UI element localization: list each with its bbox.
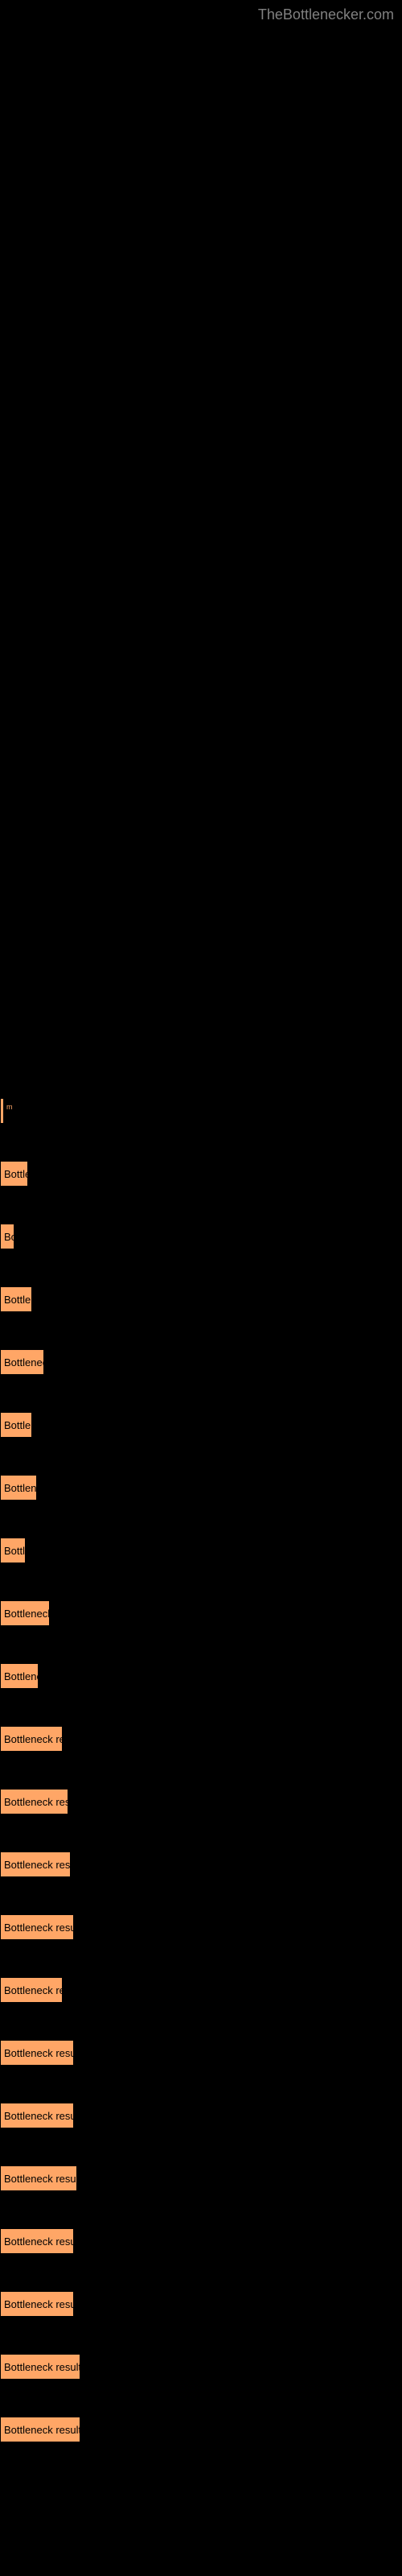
- bar-label-15: Bottleneck result: [4, 2047, 74, 2059]
- bar-row-2: Bo: [0, 1204, 402, 1267]
- bar-row-15: Bottleneck result: [0, 2021, 402, 2083]
- bar-label-3: Bottlene: [4, 1294, 32, 1306]
- bar-label-2: Bo: [4, 1231, 14, 1243]
- bar-row-21: Bottleneck result: [0, 2397, 402, 2460]
- bar-label-18: Bottleneck result: [4, 2235, 74, 2248]
- bar-label-21: Bottleneck result: [4, 2424, 80, 2436]
- bar-row-16: Bottleneck result: [0, 2083, 402, 2146]
- bar-10: Bottleneck resu: [0, 1726, 63, 1752]
- bar-row-8: Bottleneck r: [0, 1581, 402, 1644]
- bar-label-7: Bottle: [4, 1545, 26, 1557]
- bar-20: Bottleneck result: [0, 2354, 80, 2380]
- bar-label-9: Bottlene: [4, 1670, 39, 1682]
- bar-label-8: Bottleneck r: [4, 1608, 50, 1620]
- bar-8: Bottleneck r: [0, 1600, 50, 1626]
- bar-16: Bottleneck result: [0, 2103, 74, 2128]
- bar-row-0: m: [0, 1079, 402, 1141]
- bar-15: Bottleneck result: [0, 2040, 74, 2066]
- bar-label-0: m: [6, 1103, 13, 1111]
- bar-row-7: Bottle: [0, 1518, 402, 1581]
- bar-label-5: Bottlene: [4, 1419, 32, 1431]
- bar-chart: m Bottler Bo Bottlene Bottleneck Bottlen…: [0, 1079, 402, 2460]
- bar-row-14: Bottleneck res: [0, 1958, 402, 2021]
- bar-row-12: Bottleneck result: [0, 1832, 402, 1895]
- bar-9: Bottlene: [0, 1663, 39, 1689]
- bar-label-10: Bottleneck resu: [4, 1733, 63, 1745]
- bar-1: Bottler: [0, 1161, 28, 1187]
- bar-label-19: Bottleneck result: [4, 2298, 74, 2310]
- watermark-text: TheBottlenecker.com: [258, 6, 394, 23]
- bar-label-4: Bottleneck: [4, 1356, 44, 1368]
- bar-row-17: Bottleneck result: [0, 2146, 402, 2209]
- bar-4: Bottleneck: [0, 1349, 44, 1375]
- bar-7: Bottle: [0, 1538, 26, 1563]
- bar-21: Bottleneck result: [0, 2417, 80, 2442]
- bar-label-13: Bottleneck result: [4, 1922, 74, 1934]
- bar-row-10: Bottleneck resu: [0, 1707, 402, 1769]
- bar-13: Bottleneck result: [0, 1914, 74, 1940]
- bar-0: [0, 1098, 4, 1124]
- bar-label-16: Bottleneck result: [4, 2110, 74, 2122]
- bar-row-1: Bottler: [0, 1141, 402, 1204]
- bar-17: Bottleneck result: [0, 2165, 77, 2191]
- bar-label-14: Bottleneck res: [4, 1984, 63, 1996]
- bar-row-5: Bottlene: [0, 1393, 402, 1455]
- bar-11: Bottleneck result: [0, 1789, 68, 1814]
- bar-row-20: Bottleneck result: [0, 2334, 402, 2397]
- bar-label-11: Bottleneck result: [4, 1796, 68, 1808]
- bar-row-13: Bottleneck result: [0, 1895, 402, 1958]
- bar-row-19: Bottleneck result: [0, 2272, 402, 2334]
- bar-14: Bottleneck res: [0, 1977, 63, 2003]
- bar-label-12: Bottleneck result: [4, 1859, 71, 1871]
- bar-row-18: Bottleneck result: [0, 2209, 402, 2272]
- bar-label-6: Bottlenec: [4, 1482, 37, 1494]
- bar-row-11: Bottleneck result: [0, 1769, 402, 1832]
- bar-label-1: Bottler: [4, 1168, 28, 1180]
- bar-2: Bo: [0, 1224, 14, 1249]
- bar-row-3: Bottlene: [0, 1267, 402, 1330]
- bar-6: Bottlenec: [0, 1475, 37, 1501]
- bar-19: Bottleneck result: [0, 2291, 74, 2317]
- bar-3: Bottlene: [0, 1286, 32, 1312]
- bar-12: Bottleneck result: [0, 1852, 71, 1877]
- bar-row-9: Bottlene: [0, 1644, 402, 1707]
- bar-row-6: Bottlenec: [0, 1455, 402, 1518]
- bar-label-20: Bottleneck result: [4, 2361, 80, 2373]
- bar-label-17: Bottleneck result: [4, 2173, 77, 2185]
- bar-row-4: Bottleneck: [0, 1330, 402, 1393]
- bar-18: Bottleneck result: [0, 2228, 74, 2254]
- bar-5: Bottlene: [0, 1412, 32, 1438]
